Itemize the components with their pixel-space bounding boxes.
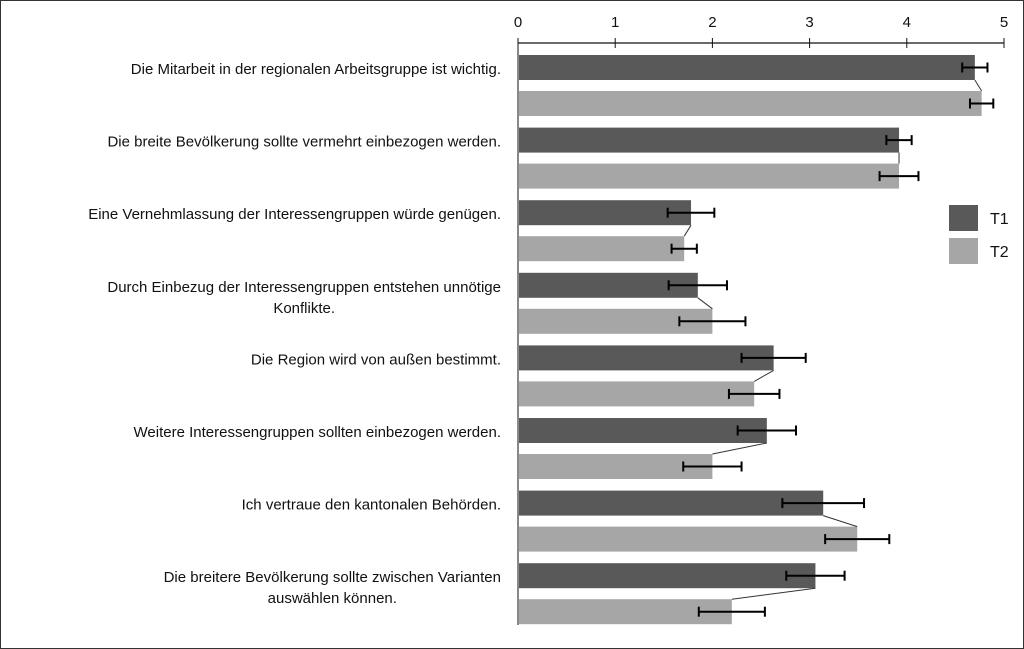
x-tick-label: 5 bbox=[1000, 14, 1008, 31]
bar-t2 bbox=[519, 236, 685, 262]
category-label-line: Eine Vernehmlassung der Interessengruppe… bbox=[88, 206, 501, 223]
category-label-line: Die Mitarbeit in der regionalen Arbeitsg… bbox=[131, 61, 501, 78]
category-label-line: Konflikte. bbox=[273, 300, 335, 317]
legend-label-t1: T1 bbox=[990, 211, 1009, 228]
connector-line bbox=[823, 515, 858, 528]
category-label-line: Ich vertraue den kantonalen Behörden. bbox=[242, 497, 501, 514]
category-label-line: Die breite Bevölkerung sollte vermehrt e… bbox=[107, 134, 501, 151]
bar-t2 bbox=[519, 381, 755, 407]
category-label-line: Durch Einbezug der Interessengruppen ent… bbox=[107, 279, 501, 296]
connector-line bbox=[712, 442, 767, 455]
x-tick-label: 3 bbox=[805, 14, 813, 31]
category-label: Die breite Bevölkerung sollte vermehrt e… bbox=[107, 134, 501, 151]
connector-line bbox=[697, 297, 713, 310]
category-label: Ich vertraue den kantonalen Behörden. bbox=[242, 497, 501, 514]
bar-t1 bbox=[519, 345, 774, 371]
x-tick-label: 2 bbox=[708, 14, 716, 31]
category-label: Durch Einbezug der Interessengruppen ent… bbox=[107, 279, 501, 317]
bar-t1 bbox=[519, 418, 767, 443]
category-label: Eine Vernehmlassung der Interessengruppe… bbox=[88, 206, 501, 223]
bar-t2 bbox=[519, 599, 732, 625]
category-labels: Die Mitarbeit in der regionalen Arbeitsg… bbox=[88, 61, 501, 607]
legend-swatch-t2 bbox=[949, 238, 978, 264]
legend-swatch-t1 bbox=[949, 205, 978, 231]
bar-t2 bbox=[519, 454, 713, 479]
x-tick-label: 0 bbox=[514, 14, 522, 31]
bar-t1 bbox=[519, 55, 975, 80]
connector-line bbox=[683, 224, 692, 237]
category-label: Die breitere Bevölkerung sollte zwischen… bbox=[164, 569, 501, 607]
category-label-line: Weitere Interessengruppen sollten einbez… bbox=[134, 424, 501, 441]
x-tick-label: 1 bbox=[611, 14, 619, 31]
error-bars-layer bbox=[666, 62, 995, 617]
bar-t1 bbox=[519, 127, 900, 153]
bars-layer bbox=[519, 55, 982, 625]
x-tick-label: 4 bbox=[903, 14, 911, 31]
bar-t1 bbox=[519, 563, 816, 589]
connector-line bbox=[753, 369, 774, 382]
connectors-layer bbox=[683, 79, 983, 600]
legend: T1 T2 bbox=[949, 205, 1009, 264]
category-label: Die Mitarbeit in der regionalen Arbeitsg… bbox=[131, 61, 501, 78]
bar-t2 bbox=[519, 91, 982, 116]
connector-line bbox=[974, 79, 983, 92]
bar-t1 bbox=[519, 490, 824, 516]
category-label: Die Region wird von außen bestimmt. bbox=[251, 351, 501, 368]
bar-t1 bbox=[519, 200, 692, 226]
category-label-line: Die Region wird von außen bestimmt. bbox=[251, 351, 501, 368]
connector-line bbox=[731, 587, 816, 600]
bar-t2 bbox=[519, 163, 900, 189]
category-label-line: Die breitere Bevölkerung sollte zwischen… bbox=[164, 569, 501, 586]
legend-label-t2: T2 bbox=[990, 244, 1009, 261]
category-label-line: auswählen können. bbox=[268, 590, 397, 607]
category-label: Weitere Interessengruppen sollten einbez… bbox=[134, 424, 501, 441]
bar-t2 bbox=[519, 526, 858, 552]
x-axis: 0 1 2 3 4 5 bbox=[514, 14, 1008, 625]
